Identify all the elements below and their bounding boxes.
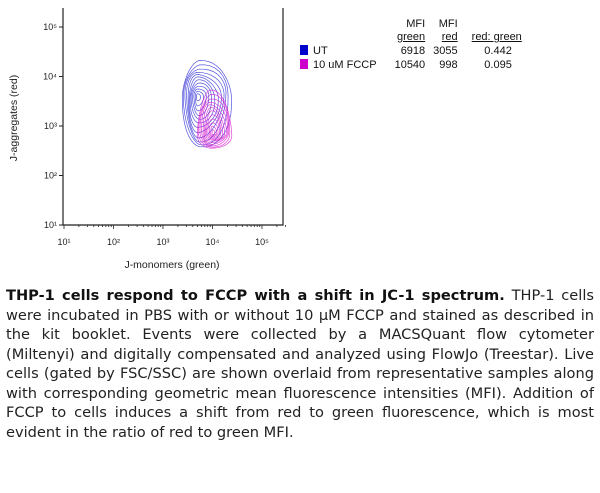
contour-line [187, 74, 222, 134]
header-green: MFI green [391, 18, 430, 44]
table-header-row: MFI green MFI red red: green [296, 18, 526, 44]
x-tick-label: 10³ [156, 237, 169, 247]
y-tick-label: 10² [44, 171, 57, 181]
contour-line [203, 106, 225, 142]
contour-line [190, 82, 212, 120]
caption-title: THP-1 cells respond to FCCP with a shift… [6, 287, 505, 304]
header-line1: MFI [438, 18, 458, 30]
mfi-table: MFI green MFI red red: green UT 6918 3055 … [296, 18, 526, 72]
contour-line [204, 110, 224, 141]
contour-line [202, 104, 227, 144]
mfi-ratio: 0.095 [484, 59, 512, 71]
x-tick-label: 10² [107, 237, 120, 247]
contour-line [199, 98, 230, 147]
x-tick-label: 10¹ [57, 237, 70, 247]
mfi-red: 3055 [433, 45, 458, 57]
contour-line [208, 122, 219, 138]
header-line1: MFI [406, 18, 426, 30]
caption-body: THP-1 cells were incubated in PBS with o… [6, 287, 595, 441]
contour-line [211, 129, 216, 135]
mfi-green: 10540 [394, 59, 426, 71]
contour-line [186, 71, 225, 139]
figure-caption: THP-1 cells respond to FCCP with a shift… [6, 286, 594, 442]
y-tick-label: 10⁴ [43, 72, 57, 82]
legend-swatch-ut [300, 45, 308, 55]
table-row: UT 6918 3055 0.442 [296, 44, 526, 58]
x-tick-label: 10⁴ [206, 237, 220, 247]
contour-line [192, 85, 210, 116]
contour-line [206, 114, 222, 140]
mfi-green: 6918 [400, 45, 426, 57]
legend-label: 10 uM FCCP [313, 59, 377, 71]
y-tick-label: 10³ [44, 121, 57, 131]
contour-line [181, 60, 232, 148]
plot-frame [62, 8, 284, 226]
legend-label: UT [313, 45, 328, 57]
x-axis-label: J-monomers (green) [124, 259, 219, 271]
contour-line [207, 118, 220, 139]
contour-line [188, 76, 219, 128]
contour-line [210, 125, 217, 136]
contour-series-1 [196, 89, 233, 149]
legend-swatch-fccp [300, 59, 308, 69]
contour-line [198, 94, 231, 148]
contour-line [196, 93, 201, 102]
y-tick-label: 10⁵ [43, 22, 57, 32]
contour-line [196, 89, 233, 149]
header-ratio: red: green [462, 18, 526, 44]
x-tick-label: 10⁵ [255, 237, 269, 247]
y-axis-label: J-aggregates (red) [8, 75, 20, 161]
contour-line [201, 102, 229, 145]
contour-line [194, 90, 204, 107]
header-line2: green [397, 31, 426, 43]
y-tick-label: 10¹ [44, 220, 57, 230]
table-row: 10 uM FCCP 10540 998 0.095 [296, 58, 526, 72]
mfi-ratio: 0.442 [484, 45, 512, 57]
mfi-red: 998 [439, 59, 458, 71]
header-red: MFI red [429, 18, 461, 44]
header-line2: red: green [471, 31, 522, 43]
header-line2: red [441, 31, 458, 43]
